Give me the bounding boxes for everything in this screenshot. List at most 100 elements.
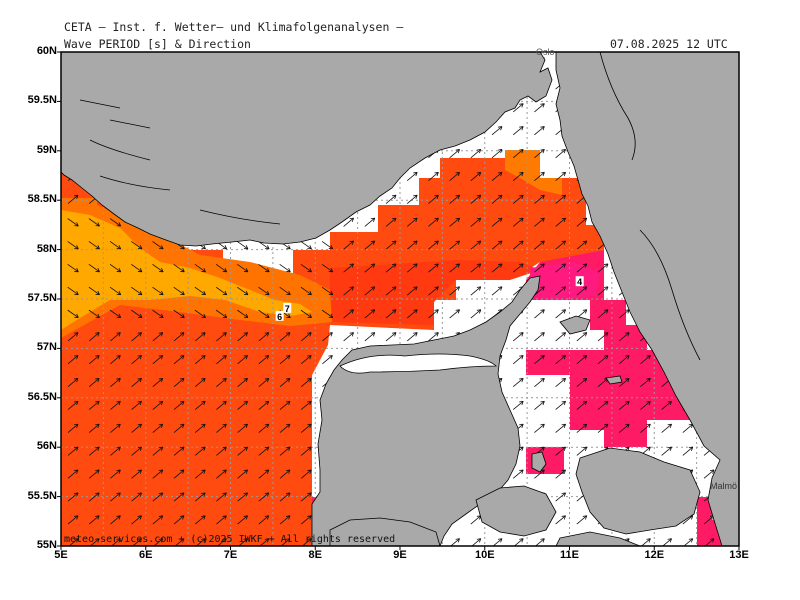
period-value-labels: 76 4	[275, 276, 584, 322]
direction-arrow	[449, 309, 460, 319]
direction-arrow	[364, 240, 376, 250]
land-sweden	[555, 52, 739, 546]
period-zone-7s	[61, 210, 312, 330]
direction-arrow	[216, 355, 227, 365]
direction-arrow	[512, 103, 524, 113]
direction-arrow	[279, 400, 291, 410]
direction-arrow	[279, 515, 291, 525]
lat-label: 56N	[36, 440, 57, 453]
direction-arrow	[131, 377, 142, 388]
direction-arrow	[194, 400, 206, 410]
direction-arrow	[534, 217, 545, 227]
lat-label: 59.5N	[27, 94, 57, 107]
direction-arrow	[194, 309, 206, 318]
direction-arrow	[216, 446, 227, 456]
direction-arrow	[216, 515, 227, 525]
direction-arrow	[385, 309, 397, 319]
direction-arrow	[279, 377, 291, 388]
direction-arrow	[428, 194, 439, 204]
direction-arrow	[237, 355, 248, 365]
direction-arrow	[428, 171, 439, 181]
direction-arrow	[428, 309, 439, 319]
direction-arrow	[640, 400, 651, 410]
direction-arrow	[406, 194, 418, 204]
direction-arrow	[67, 377, 79, 388]
lon-label: 9E	[393, 549, 407, 561]
direction-arrow	[88, 218, 100, 227]
direction-arrow	[576, 355, 588, 365]
direction-arrow	[512, 263, 524, 273]
direction-arrow	[555, 492, 566, 502]
direction-arrow	[491, 217, 503, 227]
direction-arrow	[131, 446, 142, 456]
direction-arrow	[576, 332, 588, 342]
direction-arrow	[173, 492, 185, 502]
direction-arrow	[534, 377, 545, 388]
direction-arrow	[640, 355, 651, 365]
direction-arrow	[258, 492, 270, 502]
direction-arrow	[109, 218, 122, 227]
direction-arrow	[152, 492, 164, 502]
direction-arrow	[449, 149, 460, 159]
direction-arrow	[67, 264, 79, 273]
land-jutland	[311, 275, 541, 546]
direction-arrow	[258, 264, 270, 273]
direction-arrow	[534, 126, 545, 136]
land-samso	[531, 451, 547, 473]
direction-arrow	[173, 332, 185, 342]
direction-arrow	[343, 240, 354, 250]
direction-arrow	[216, 423, 227, 433]
lon-label: 10E	[474, 549, 495, 561]
direction-arrow	[470, 149, 482, 159]
direction-arrow	[321, 264, 334, 273]
direction-arrow	[194, 492, 206, 502]
direction-arrow	[449, 217, 460, 227]
direction-arrow	[534, 286, 545, 296]
direction-arrow	[173, 264, 185, 273]
period-value-label: 4	[577, 277, 582, 287]
direction-arrow	[131, 264, 143, 273]
direction-arrow	[67, 241, 79, 250]
direction-arrow	[258, 355, 270, 365]
direction-arrow	[216, 377, 227, 388]
direction-arrow	[279, 492, 291, 502]
direction-arrow	[152, 332, 164, 342]
direction-arrow	[88, 515, 100, 525]
direction-arrow	[470, 240, 482, 250]
direction-arrow	[88, 332, 100, 342]
direction-arrow	[597, 309, 609, 319]
direction-arrow	[364, 217, 376, 227]
direction-arrow	[534, 309, 545, 319]
direction-arrow	[237, 469, 248, 479]
direction-arrow	[512, 126, 524, 136]
land-anholt	[605, 375, 623, 385]
direction-arrow	[215, 286, 228, 296]
direction-arrow	[152, 423, 164, 433]
direction-arrow	[173, 469, 185, 479]
direction-arrow	[88, 264, 100, 273]
direction-arrow	[428, 263, 439, 273]
direction-arrow	[110, 446, 121, 456]
direction-arrow	[279, 446, 291, 456]
direction-arrow	[110, 377, 121, 388]
lat-label: 57N	[36, 341, 57, 354]
direction-arrow	[300, 423, 312, 433]
direction-arrow	[173, 309, 185, 318]
lon-label: 5E	[54, 549, 68, 561]
direction-arrow	[491, 194, 503, 204]
direction-arrow	[597, 400, 609, 410]
direction-arrow	[343, 217, 354, 227]
land-norway-fjords	[79, 99, 281, 225]
direction-arrow	[300, 400, 312, 410]
direction-arrow	[576, 263, 588, 273]
direction-arrow	[194, 446, 206, 456]
direction-arrow	[406, 309, 418, 319]
direction-arrow	[300, 264, 312, 273]
direction-arrow	[555, 263, 566, 273]
direction-arrow	[194, 423, 206, 433]
map-datetime: 07.08.2025 12 UTC	[610, 37, 728, 51]
direction-arrow	[618, 423, 630, 433]
direction-arrow	[300, 286, 312, 296]
period-zone-6s-oslofjord	[505, 150, 562, 195]
direction-arrow	[322, 355, 333, 365]
